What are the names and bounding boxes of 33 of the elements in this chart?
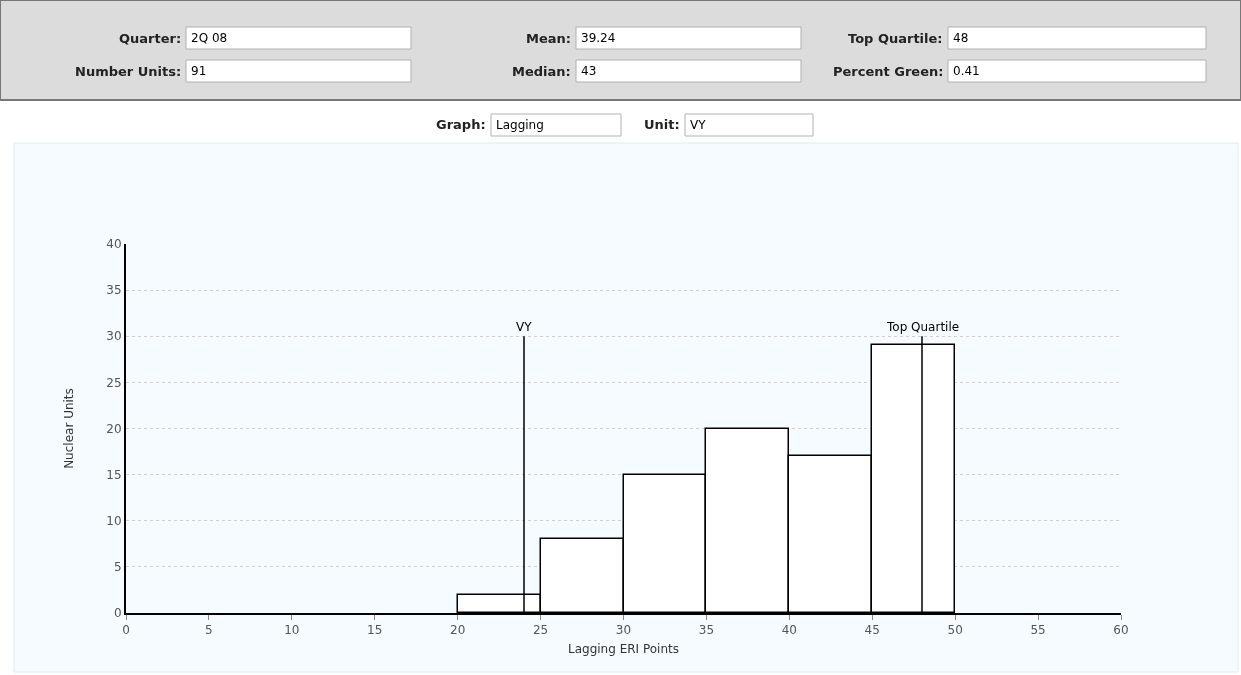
text: Top Quartile: 48 [848,31,969,46]
x-tick-label: 10 [284,623,300,638]
y-tick-label: 35 [106,283,122,298]
y-tick-label: 30 [106,329,122,344]
y-tick-label: 15 [106,467,122,482]
y-axis-title: Nuclear Units [62,388,77,469]
x-tick-label: 15 [367,623,383,638]
y-tick-label: 25 [106,375,122,390]
x-tick-label: 25 [532,623,549,638]
text: Number Units: 91 [75,64,207,79]
y-tick-label: 10 [106,513,122,528]
text: Unit: VY [644,117,707,132]
x-tick-label: 35 [698,623,715,638]
x-tick-label: 45 [864,623,880,638]
x-tick-label: 40 [781,623,797,638]
y-tick-label: 0 [113,606,122,621]
y-tick-label: 40 [106,237,122,252]
x-tick-label: 50 [947,623,963,638]
text: Mean: 39.24 [526,31,616,46]
ref-line-label: Top Quartile [886,320,960,334]
x-tick-label: 5 [205,623,213,638]
x-axis-title: Lagging ERI Points [568,641,679,656]
x-tick-label: 60 [1113,623,1129,638]
text: Percent Green: 0.41 [833,64,980,79]
y-tick-label: 20 [106,421,122,436]
text: Median: 43 [512,64,597,79]
x-tick-label: 30 [615,623,632,638]
y-tick-label: 5 [113,560,122,575]
text: Graph: Lagging [436,117,544,132]
ref-line-label: VY [516,320,533,334]
x-tick-label: 55 [1030,623,1046,638]
x-tick-label: 20 [450,623,466,638]
text: Quarter: 2Q 08 [119,31,228,46]
